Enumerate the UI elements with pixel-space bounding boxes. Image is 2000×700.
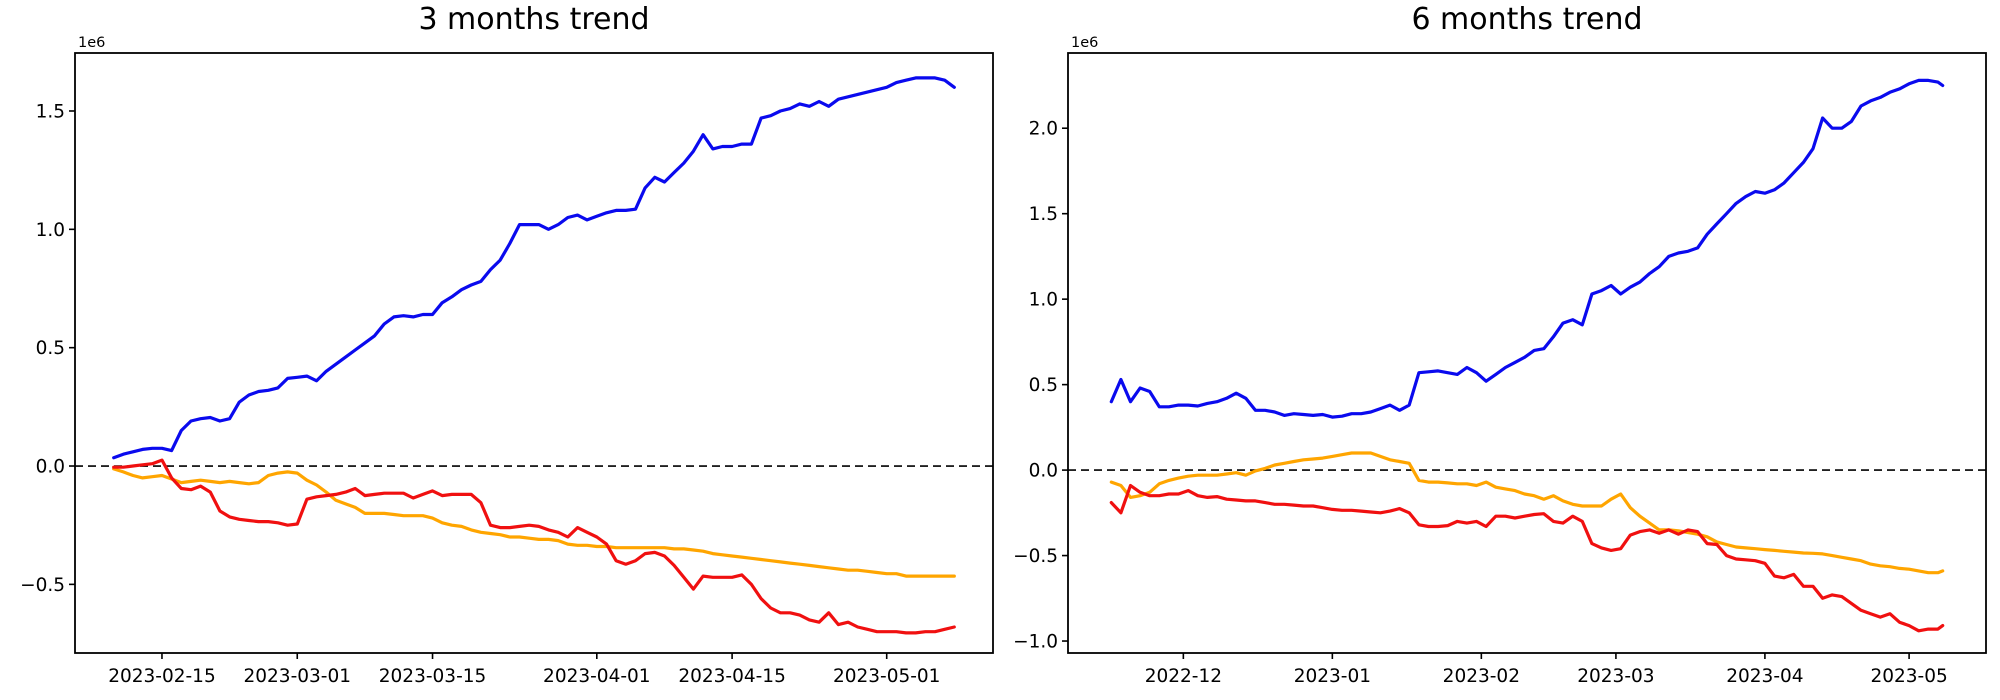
x-tick-label: 2023-04-15 — [678, 666, 786, 687]
x-tick-label: 2023-01 — [1294, 666, 1371, 687]
y-axis-offset-label: 1e6 — [1071, 35, 1098, 51]
x-tick-label: 2023-03-15 — [379, 666, 487, 687]
plot-border — [74, 52, 994, 654]
y-tick-label: 2.0 — [1029, 119, 1058, 140]
y-tick-label: 0.5 — [36, 338, 65, 359]
chart-3-months-title: 3 months trend — [418, 2, 650, 37]
y-axis-offset-label: 1e6 — [78, 35, 105, 51]
series-line-orange — [112, 467, 956, 578]
x-tick-label: 2023-02 — [1443, 666, 1520, 687]
x-tick-label: 2023-05-01 — [833, 666, 941, 687]
x-tick-label: 2023-05 — [1870, 666, 1947, 687]
x-tick-label: 2023-03-01 — [243, 666, 351, 687]
y-tick-label: −0.5 — [1013, 546, 1058, 567]
series-line-red — [112, 458, 956, 635]
x-tick-label: 2023-03 — [1577, 666, 1654, 687]
x-tick-label: 2023-04 — [1726, 666, 1803, 687]
chart-6-months: 6 months trend 1e6 −1.0 −0.5 0.0 0.5 1.0 1.5 2.… — [1000, 0, 2000, 700]
y-tick-label: 1.5 — [1029, 204, 1058, 225]
y-tick-label: 0.5 — [1029, 375, 1058, 396]
y-tick-label: 1.0 — [1029, 290, 1058, 311]
y-tick-label: 0.0 — [36, 457, 65, 478]
series-line-blue — [112, 76, 956, 460]
y-tick-label: −1.0 — [1013, 632, 1058, 653]
chart-6-months-title: 6 months trend — [1411, 2, 1643, 37]
x-tick-label: 2023-02-15 — [108, 666, 216, 687]
x-tick-label: 2022-12 — [1145, 666, 1222, 687]
series-line-blue — [1109, 78, 1945, 419]
6-months-trend-plot: 1e6 −1.0 −0.5 0.0 0.5 1.0 1.5 2.0 2022-12 2023-01… — [1013, 35, 1987, 687]
x-tick-label: 2023-04-01 — [543, 666, 651, 687]
plot-border — [1067, 52, 1987, 654]
3-months-trend-plot: 1e6 −0.5 0.0 0.5 1.0 1.5 2023-02-15 2023-03-01 2… — [20, 35, 994, 687]
y-tick-label: 1.5 — [36, 101, 65, 122]
y-tick-label: 0.0 — [1029, 461, 1058, 482]
series-line-red — [1109, 483, 1945, 633]
y-tick-label: 1.0 — [36, 220, 65, 241]
y-tick-label: −0.5 — [20, 575, 65, 596]
series-line-orange — [1109, 451, 1945, 575]
chart-3-months: 3 months trend 1e6 −0.5 0.0 0.5 1.0 1.5 2023-0… — [20, 2, 994, 687]
